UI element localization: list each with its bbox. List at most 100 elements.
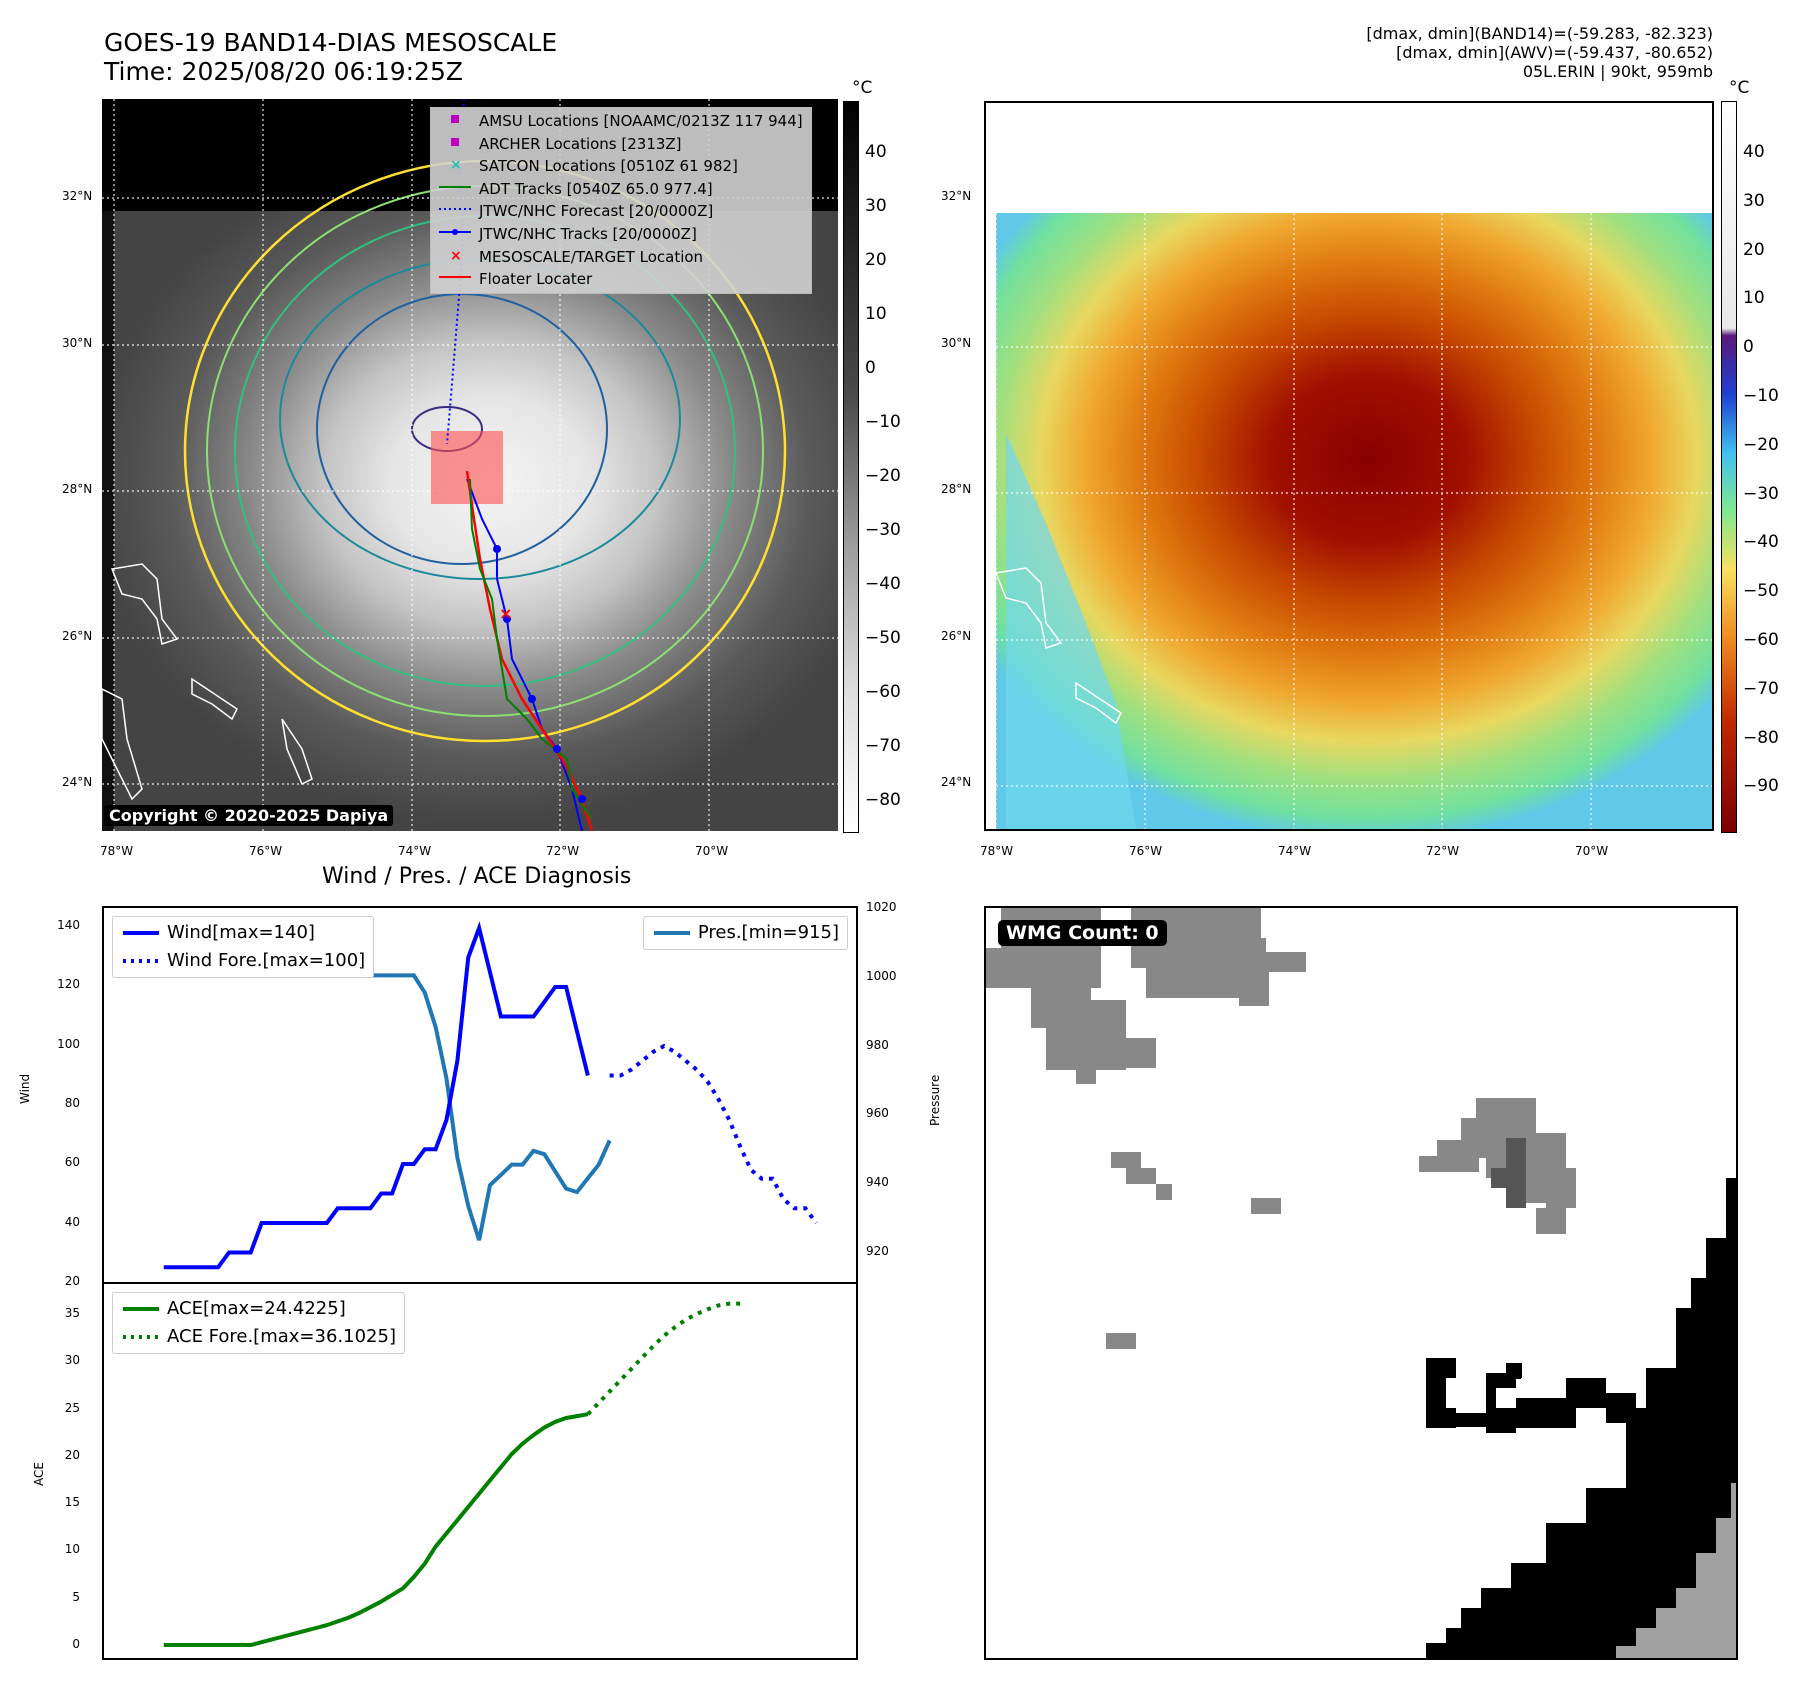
figure-title: GOES-19 BAND14-DIAS MESOSCALE Time: 2025… bbox=[104, 28, 557, 86]
colorbar-tick-label: −40 bbox=[1743, 532, 1779, 553]
map-legend-label: ARCHER Locations [2313Z] bbox=[479, 134, 682, 153]
title-line-2: Time: 2025/08/20 06:19:25Z bbox=[104, 57, 463, 86]
map-legend-item: JTWC/NHC Tracks [20/0000Z] bbox=[437, 223, 803, 246]
axis-tick-label: 960 bbox=[866, 1106, 889, 1121]
pressure-legend: Pres.[min=915] bbox=[642, 916, 848, 950]
awv-map-panel bbox=[984, 101, 1714, 831]
legend-symbol-icon bbox=[437, 200, 473, 223]
map-legend-item: × SATCON Locations [0510Z 61 982] bbox=[437, 155, 803, 178]
series-line bbox=[586, 1301, 741, 1416]
colorbar-tick-label: −80 bbox=[1743, 727, 1779, 748]
color-colorbar bbox=[1721, 101, 1737, 833]
colorbar-tick-label: 30 bbox=[865, 196, 887, 216]
map-legend-label: SATCON Locations [0510Z 61 982] bbox=[479, 157, 738, 176]
map-legend-label: MESOSCALE/TARGET Location bbox=[479, 247, 704, 266]
axis-tick-label: 40 bbox=[64, 1214, 80, 1229]
colorbar-tick-label: −30 bbox=[1743, 483, 1779, 504]
svg-text:×: × bbox=[450, 157, 462, 171]
colorbar-tick-label: −70 bbox=[1743, 678, 1779, 699]
legend-wind-fore: Wind Fore.[max=100] bbox=[167, 950, 366, 971]
copyright-label: Copyright © 2020-2025 Dapiya bbox=[104, 805, 394, 826]
colorbar-tick-label: −90 bbox=[1743, 776, 1779, 797]
legend-symbol-icon bbox=[437, 178, 473, 201]
map-legend-label: JTWC/NHC Forecast [20/0000Z] bbox=[479, 202, 714, 221]
axis-tick-label: 60 bbox=[64, 1155, 80, 1170]
colorbar-tick-label: −40 bbox=[865, 574, 901, 594]
map-legend-label: JTWC/NHC Tracks [20/0000Z] bbox=[479, 224, 697, 243]
diagnosis-title: Wind / Pres. / ACE Diagnosis bbox=[322, 864, 632, 889]
map-legend-item: ARCHER Locations [2313Z] bbox=[437, 133, 803, 156]
legend-ace-fore: ACE Fore.[max=36.1025] bbox=[167, 1326, 396, 1347]
map-legend-label: Floater Locater bbox=[479, 270, 593, 289]
lat-label: 30°N bbox=[62, 336, 93, 350]
series-line bbox=[609, 1043, 818, 1225]
legend-symbol-icon: × bbox=[437, 155, 473, 178]
lat-label: 26°N bbox=[62, 629, 93, 643]
wind-legend: Wind[max=140] Wind Fore.[max=100] bbox=[112, 916, 375, 978]
wind-pressure-panel: Wind[max=140] Wind Fore.[max=100] Pres.[… bbox=[102, 906, 858, 1284]
lon-label: 76°W bbox=[1129, 844, 1163, 858]
svg-text:×: × bbox=[499, 604, 512, 623]
series-line bbox=[163, 921, 590, 1270]
color-colorbar-unit: °C bbox=[1729, 78, 1750, 98]
colorbar-tick-label: 10 bbox=[865, 304, 887, 324]
lon-label: 74°W bbox=[398, 844, 432, 858]
colorbar-tick-label: −10 bbox=[1743, 386, 1779, 406]
header-right: [dmax, dmin](BAND14)=(-59.283, -82.323) … bbox=[1366, 24, 1713, 81]
ace-legend: ACE[max=24.4225] ACE Fore.[max=36.1025] bbox=[112, 1292, 405, 1354]
axis-tick-label: 100 bbox=[57, 1036, 80, 1051]
axis-tick-label: 1000 bbox=[866, 968, 897, 983]
lon-label: 78°W bbox=[100, 844, 134, 858]
axis-tick-label: 980 bbox=[866, 1037, 889, 1052]
ir-map-panel: × AMSU Locations [NOAAMC/0213Z 117 944] A… bbox=[102, 99, 838, 831]
gray-colorbar bbox=[843, 101, 859, 833]
lon-label: 78°W bbox=[980, 844, 1014, 858]
wmg-count-badge: WMG Count: 0 bbox=[998, 920, 1167, 946]
legend-wind: Wind[max=140] bbox=[167, 922, 315, 943]
axis-tick-label: 5 bbox=[72, 1589, 80, 1604]
header-dmax-band14: [dmax, dmin](BAND14)=(-59.283, -82.323) bbox=[1366, 24, 1713, 43]
wmg-image bbox=[986, 908, 1736, 1658]
legend-ace: ACE[max=24.4225] bbox=[167, 1298, 346, 1319]
ace-panel: ACE[max=24.4225] ACE Fore.[max=36.1025] bbox=[102, 1282, 858, 1660]
axis-tick-label: 80 bbox=[64, 1096, 80, 1110]
series-line bbox=[163, 1412, 589, 1647]
svg-text:×: × bbox=[450, 248, 462, 262]
legend-symbol-icon bbox=[437, 133, 473, 156]
colorbar-tick-label: −70 bbox=[865, 736, 901, 756]
header-dmax-awv: [dmax, dmin](AWV)=(-59.437, -80.652) bbox=[1396, 43, 1713, 62]
legend-symbol-icon bbox=[437, 223, 473, 246]
lat-label: 32°N bbox=[941, 189, 972, 203]
map-legend-item: ADT Tracks [0540Z 65.0 977.4] bbox=[437, 178, 803, 201]
colorbar-tick-label: −20 bbox=[1743, 434, 1779, 455]
colorbar-tick-label: −60 bbox=[865, 682, 901, 702]
wmg-panel: WMG Count: 0 bbox=[984, 906, 1738, 1660]
colorbar-tick-label: 30 bbox=[1743, 190, 1765, 211]
map-legend-item: Floater Locater bbox=[437, 268, 803, 291]
colorbar-tick-label: 20 bbox=[1743, 239, 1765, 260]
colorbar-tick-label: −10 bbox=[865, 412, 901, 432]
axis-tick-label: 25 bbox=[64, 1400, 80, 1415]
map-legend: AMSU Locations [NOAAMC/0213Z 117 944] ARC… bbox=[430, 107, 812, 294]
pressure-axis-label: Pressure bbox=[928, 1074, 942, 1126]
axis-tick-label: 20 bbox=[64, 1274, 80, 1288]
legend-symbol-icon bbox=[437, 268, 473, 291]
colorbar-tick-label: −20 bbox=[865, 466, 901, 486]
colorbar-tick-label: −80 bbox=[865, 790, 901, 810]
lat-label: 24°N bbox=[941, 775, 972, 789]
axis-tick-label: 1020 bbox=[866, 900, 897, 914]
colorbar-tick-label: −60 bbox=[1743, 630, 1779, 650]
axis-tick-label: 940 bbox=[866, 1175, 889, 1190]
axis-tick-label: 0 bbox=[72, 1637, 80, 1651]
lat-label: 26°N bbox=[941, 629, 972, 643]
lon-label: 70°W bbox=[695, 844, 729, 858]
legend-symbol-icon bbox=[437, 110, 473, 133]
axis-tick-label: 15 bbox=[64, 1495, 80, 1510]
legend-pres: Pres.[min=915] bbox=[697, 922, 839, 943]
gray-colorbar-unit: °C bbox=[852, 78, 873, 98]
colorbar-tick-label: −50 bbox=[865, 628, 901, 648]
lat-label: 30°N bbox=[941, 336, 972, 350]
legend-symbol-icon: × bbox=[437, 246, 473, 269]
lat-label: 32°N bbox=[62, 189, 93, 203]
lat-label: 28°N bbox=[62, 482, 93, 496]
